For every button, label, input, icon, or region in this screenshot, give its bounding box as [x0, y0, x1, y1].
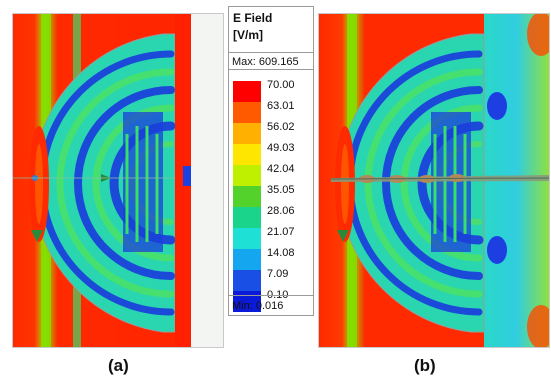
caption-a: (a)	[108, 356, 129, 375]
color-legend: E Field [V/m] Max: 609.165 70.00 63.01 56.…	[228, 6, 314, 316]
legend-color-scale: 70.00 63.01 56.02 49.03 42.04 35.05 28.06 21.07…	[233, 79, 313, 312]
legend-swatch	[233, 102, 261, 123]
legend-swatch	[233, 165, 261, 186]
legend-swatch	[233, 270, 261, 291]
legend-swatch	[233, 123, 261, 144]
legend-title: E Field [V/m]	[233, 10, 272, 44]
legend-max-value: Max: 609.165	[229, 52, 313, 70]
legend-tick-label: 70.00	[267, 79, 295, 91]
legend-title-line1: E Field	[233, 11, 273, 25]
field-plot-b	[318, 13, 550, 348]
legend-title-line2: [V/m]	[233, 28, 263, 42]
legend-tick-label: 49.03	[267, 142, 295, 154]
field-plot-b-graphic	[319, 14, 549, 347]
legend-tick-label: 56.02	[267, 121, 295, 133]
legend-tick-label: 7.09	[267, 268, 289, 280]
legend-tick-label: 21.07	[267, 226, 295, 238]
legend-tick-label: 42.04	[267, 163, 295, 175]
legend-swatch	[233, 81, 261, 102]
legend-tick-label: 28.06	[267, 205, 295, 217]
legend-swatch	[233, 228, 261, 249]
field-plot-a-graphic	[13, 14, 191, 347]
legend-tick-label: 63.01	[267, 100, 295, 112]
legend-swatch	[233, 144, 261, 165]
caption-b: (b)	[414, 356, 436, 375]
legend-tick-label: 35.05	[267, 184, 295, 196]
legend-swatch	[233, 249, 261, 270]
legend-tick-label: 14.08	[267, 247, 295, 259]
legend-swatch	[233, 186, 261, 207]
legend-swatch	[233, 291, 261, 312]
legend-swatch	[233, 207, 261, 228]
field-plot-a	[12, 13, 224, 348]
legend-min-value: Min: 0.016	[229, 295, 313, 315]
